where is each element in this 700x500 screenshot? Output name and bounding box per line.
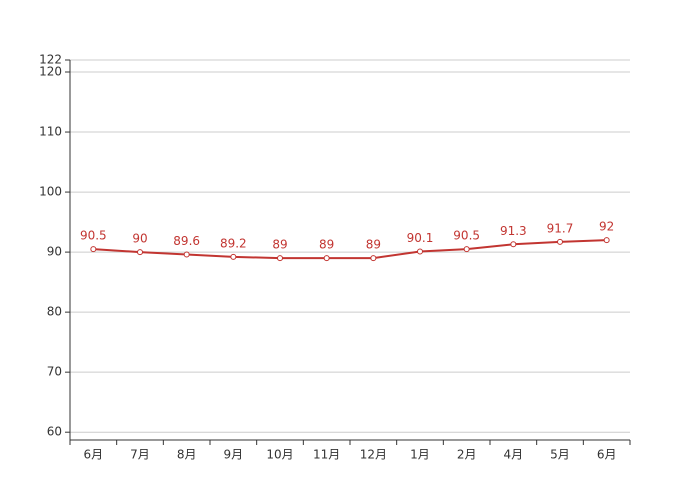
data-label: 89 — [319, 238, 334, 252]
point — [277, 255, 283, 262]
x-tick-label: 4月 — [504, 448, 524, 462]
y-tick-label: 100 — [39, 185, 62, 199]
x-tick-label: 12月 — [360, 448, 387, 462]
point — [230, 253, 237, 260]
y-tick-label: 60 — [47, 425, 62, 439]
x-tick-label: 10月 — [266, 448, 293, 462]
data-label: 89.2 — [220, 236, 247, 250]
data-label: 90 — [132, 232, 147, 246]
data-label: 92 — [599, 220, 614, 234]
point — [603, 237, 610, 244]
x-tick-label: 5月 — [550, 448, 570, 462]
y-tick-label: 70 — [47, 365, 62, 379]
data-label: 89 — [366, 238, 381, 252]
point — [510, 241, 517, 248]
data-label: 91.7 — [547, 221, 574, 235]
point — [463, 246, 470, 253]
x-tick-label: 9月 — [224, 448, 244, 462]
y-tick-label: 110 — [39, 125, 62, 139]
point — [183, 251, 190, 258]
data-label: 90.5 — [453, 229, 480, 243]
y-tick-label: 120 — [39, 65, 62, 79]
line — [93, 239, 607, 260]
x-tick-label: 6月 — [597, 448, 617, 462]
x-tick-label: 8月 — [177, 448, 197, 462]
data-label: 90.5 — [80, 229, 107, 243]
point — [417, 248, 423, 255]
y-tick-label: 122 — [39, 53, 62, 67]
x-tick-label: 1月 — [410, 448, 430, 462]
point — [90, 246, 97, 253]
x-tick-label: 7月 — [130, 448, 150, 462]
x-tick-label: 6月 — [84, 448, 104, 462]
x-tick-label: 2月 — [457, 448, 477, 462]
point — [370, 255, 377, 262]
point — [557, 238, 563, 245]
data-label: 90.1 — [407, 231, 434, 245]
point — [323, 255, 330, 262]
data-label: 91.3 — [500, 224, 527, 238]
data-label: 89 — [272, 238, 287, 252]
data-label: 89.6 — [173, 234, 200, 248]
y-tick-label: 80 — [47, 305, 62, 319]
x-tick-label: 11月 — [313, 448, 340, 462]
point — [137, 249, 143, 256]
y-tick-label: 90 — [47, 245, 62, 259]
